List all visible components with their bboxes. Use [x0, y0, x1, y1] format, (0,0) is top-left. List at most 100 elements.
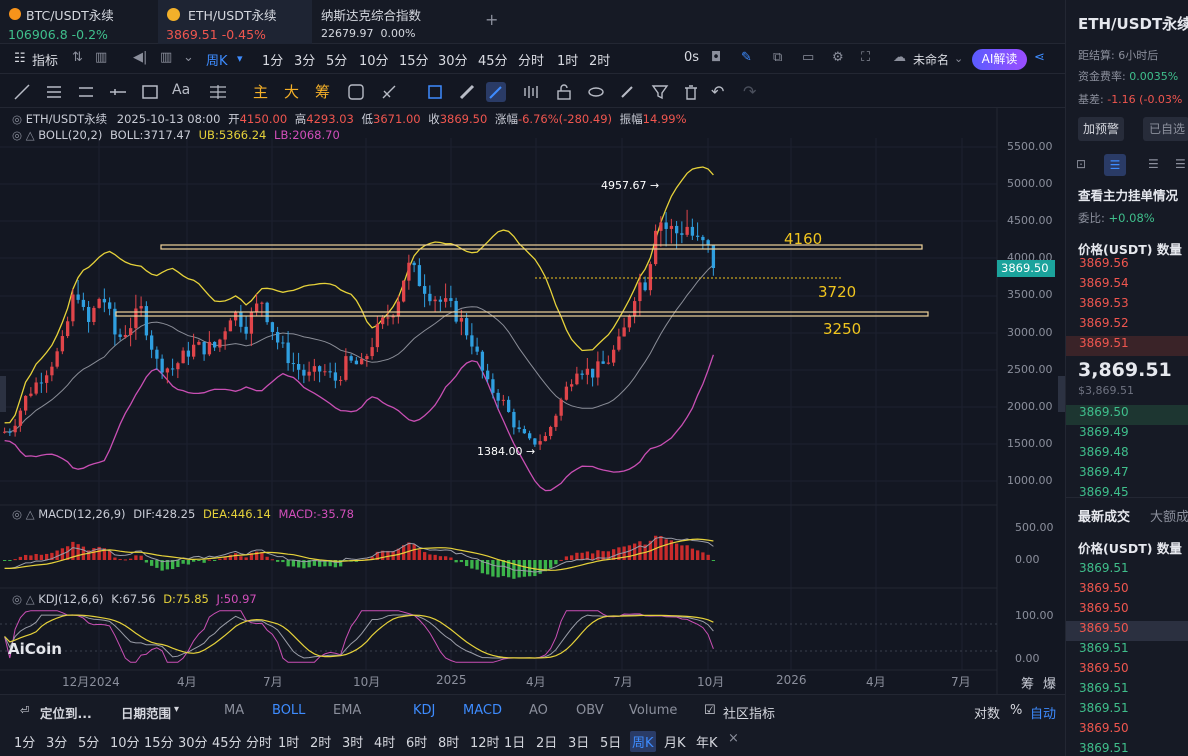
step-back-icon[interactable]: ◀|: [133, 50, 148, 65]
layout-name[interactable]: 未命名: [913, 53, 950, 67]
bottom-period-4[interactable]: 15分: [144, 736, 174, 751]
fullscreen-icon[interactable]: ⛶: [861, 50, 871, 65]
log-scale-toggle[interactable]: 对数: [974, 707, 1001, 722]
indicator-boll[interactable]: BOLL: [272, 703, 306, 718]
book-sell-icon[interactable]: ☰: [1175, 157, 1186, 171]
toggle-icon[interactable]: ◎ △: [12, 128, 35, 142]
measure-icon[interactable]: [522, 82, 542, 102]
ask-row[interactable]: 3869.53: [1079, 296, 1129, 310]
bottom-period-19[interactable]: 周K: [630, 731, 656, 752]
bottom-period-12[interactable]: 6时: [406, 736, 428, 751]
seconds-label[interactable]: 0s: [684, 50, 700, 65]
camera-icon[interactable]: ◘: [711, 50, 722, 65]
close-periods-icon[interactable]: ×: [728, 731, 739, 746]
bottom-period-2[interactable]: 5分: [78, 736, 100, 751]
community-indicators[interactable]: 社区指标: [723, 707, 776, 722]
trash-icon[interactable]: [681, 82, 701, 102]
bid-row[interactable]: 3869.45: [1079, 485, 1129, 499]
liquidation-axis-button[interactable]: 爆: [1043, 677, 1057, 692]
bottom-period-21[interactable]: 年K: [696, 736, 718, 751]
indicator-ma[interactable]: MA: [224, 703, 245, 718]
bottom-period-5[interactable]: 30分: [178, 736, 208, 751]
main-force-tool[interactable]: 主: [253, 83, 269, 101]
bottom-period-18[interactable]: 5日: [600, 736, 622, 751]
share-icon[interactable]: ⋖: [1034, 50, 1045, 65]
ask-row[interactable]: 3869.51: [1066, 336, 1188, 356]
period-2[interactable]: 5分: [326, 54, 348, 69]
undo-icon[interactable]: ↶: [711, 82, 725, 101]
bottom-period-17[interactable]: 3日: [568, 736, 590, 751]
bottom-period-3[interactable]: 10分: [110, 736, 140, 751]
layout-chevron-icon[interactable]: ⌄: [954, 52, 964, 65]
bottom-period-16[interactable]: 2日: [536, 736, 558, 751]
ruler-icon[interactable]: [457, 82, 477, 102]
period-0[interactable]: 1分: [262, 54, 284, 69]
chevron-down-icon[interactable]: ⌄: [183, 50, 194, 65]
period-7[interactable]: 分时: [518, 54, 545, 69]
eye-icon[interactable]: [586, 82, 606, 102]
redo-icon[interactable]: ↷: [743, 82, 757, 101]
left-collapse-handle[interactable]: [0, 376, 6, 412]
period-3[interactable]: 10分: [359, 54, 389, 69]
ask-row[interactable]: 3869.54: [1079, 276, 1129, 290]
indicator-ema[interactable]: EMA: [333, 703, 362, 718]
toggle-icon[interactable]: ◎ △: [12, 507, 35, 521]
bottom-period-8[interactable]: 1时: [278, 736, 300, 751]
indicator-kdj[interactable]: KDJ: [413, 703, 436, 718]
filter-icon[interactable]: [650, 82, 670, 102]
period-chevron-icon[interactable]: ▾: [237, 52, 243, 65]
hline-icon[interactable]: [108, 82, 128, 102]
bottom-period-13[interactable]: 8时: [438, 736, 460, 751]
eye-small-icon[interactable]: ◎: [12, 112, 26, 126]
bottom-period-7[interactable]: 分时: [246, 736, 273, 751]
period-4[interactable]: 15分: [399, 54, 429, 69]
rectangle-icon[interactable]: [140, 82, 160, 102]
chart-type-icon[interactable]: ▥: [160, 50, 173, 65]
tab-btc[interactable]: BTC/USDT永续 106906.8 -0.2%: [0, 0, 155, 44]
parallel-lines-icon[interactable]: [76, 82, 96, 102]
candle-style-icon[interactable]: ▥: [95, 50, 108, 65]
kline-chart[interactable]: [0, 108, 1065, 694]
trades-tab[interactable]: 最新成交: [1078, 510, 1131, 525]
ask-row[interactable]: 3869.52: [1079, 316, 1129, 330]
period-1[interactable]: 3分: [294, 54, 316, 69]
pen-icon[interactable]: ✎: [741, 50, 752, 65]
chip-tool[interactable]: 筹: [315, 83, 331, 101]
bottom-period-11[interactable]: 4时: [374, 736, 396, 751]
ai-analysis-button[interactable]: AI解读: [972, 49, 1027, 70]
toggle-icon[interactable]: ◎ △: [12, 592, 35, 606]
period-8[interactable]: 1时: [557, 54, 579, 69]
ask-row[interactable]: 3869.56: [1079, 256, 1129, 270]
auto-scale-toggle[interactable]: 自动: [1030, 707, 1057, 722]
add-alert-button[interactable]: 加预警: [1078, 117, 1124, 141]
tab-eth[interactable]: ETH/USDT永续 3869.51 -0.45%: [158, 0, 312, 44]
panel-collapse-handle[interactable]: [1058, 376, 1066, 412]
eraser-icon[interactable]: [379, 82, 399, 102]
book-mode-icon[interactable]: ⊡: [1076, 157, 1087, 171]
indicator-button[interactable]: 指标: [32, 54, 59, 69]
crop-icon[interactable]: ⧉: [773, 50, 783, 65]
trendline-icon[interactable]: [12, 82, 32, 102]
magnet-icon[interactable]: [346, 82, 366, 102]
period-selected[interactable]: 周K: [206, 54, 228, 69]
text-icon[interactable]: Aa: [172, 82, 191, 98]
add-tab-button[interactable]: +: [485, 10, 499, 29]
bid-row[interactable]: 3869.48: [1079, 445, 1129, 459]
indicator-macd[interactable]: MACD: [463, 703, 502, 718]
period-5[interactable]: 30分: [438, 54, 468, 69]
bottom-period-10[interactable]: 3时: [342, 736, 364, 751]
save-layout-icon[interactable]: ▭: [802, 50, 815, 65]
watchlist-button[interactable]: 已自选: [1143, 117, 1188, 141]
bottom-period-0[interactable]: 1分: [14, 736, 36, 751]
fib-icon[interactable]: [208, 82, 228, 102]
big-trades-tab[interactable]: 大额成: [1150, 510, 1188, 525]
indicator-obv[interactable]: OBV: [576, 703, 604, 718]
bottom-period-20[interactable]: 月K: [664, 736, 686, 751]
indicator-volume[interactable]: Volume: [629, 703, 678, 718]
locate-button[interactable]: 定位到...: [40, 706, 92, 721]
date-range-chevron-icon[interactable]: ▾: [174, 704, 180, 715]
bid-row[interactable]: 3869.50: [1066, 405, 1188, 425]
indicator-ao[interactable]: AO: [529, 703, 548, 718]
book-buy-icon[interactable]: ☰: [1148, 157, 1159, 171]
main-force-orders-link[interactable]: 查看主力挂单情况: [1078, 188, 1179, 203]
